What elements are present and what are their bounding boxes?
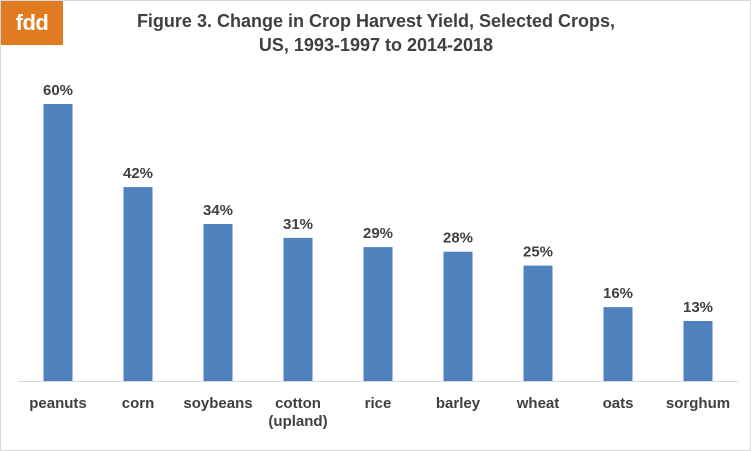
data-label: 25% <box>523 244 553 261</box>
data-label: 31% <box>283 216 313 233</box>
category-label: (upland) <box>268 413 327 430</box>
bar-soybeans <box>203 224 233 381</box>
category-label: barley <box>436 395 481 412</box>
bar-barley <box>443 251 473 381</box>
chart-title: Figure 3. Change in Crop Harvest Yield, … <box>76 9 676 57</box>
category-label: cotton <box>275 395 321 412</box>
bar-rice <box>363 247 393 381</box>
chart-title-line-2: US, 1993-1997 to 2014-2018 <box>258 35 494 55</box>
bar-cotton-upland- <box>283 237 313 381</box>
data-label: 16% <box>603 285 633 302</box>
data-label: 42% <box>123 165 153 182</box>
data-label: 28% <box>443 230 473 247</box>
data-label: 60% <box>43 82 73 99</box>
data-label: 29% <box>363 225 393 242</box>
category-label: sorghum <box>666 395 730 412</box>
fdd-logo: fdd <box>1 1 63 45</box>
category-label: oats <box>603 395 634 412</box>
chart-title-line-1: Figure 3. Change in Crop Harvest Yield, … <box>136 11 616 31</box>
category-label: wheat <box>516 395 560 412</box>
bar-peanuts <box>43 104 73 381</box>
data-label: 13% <box>683 299 713 316</box>
bar-oats <box>603 307 633 381</box>
category-label: corn <box>122 395 155 412</box>
category-label: soybeans <box>183 395 252 412</box>
bar-sorghum <box>683 320 713 381</box>
bar-wheat <box>523 265 553 381</box>
category-label: rice <box>365 395 392 412</box>
category-label: peanuts <box>29 395 87 412</box>
bar-corn <box>123 187 153 381</box>
data-label: 34% <box>203 202 233 219</box>
